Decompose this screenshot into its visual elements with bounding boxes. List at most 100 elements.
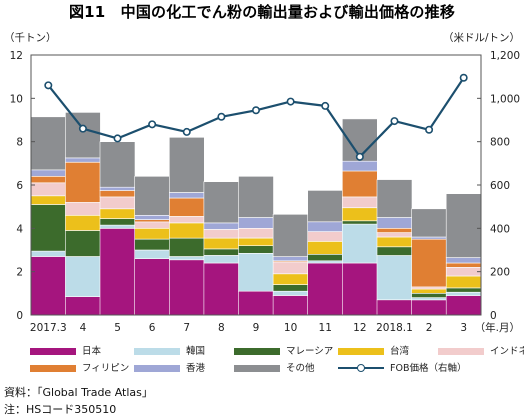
legend-label-3: マレーシア [286,346,334,357]
bar-segment-3-6 [203,248,240,256]
bar-segment-3-4 [134,238,170,251]
bar-segment-8-1 [30,116,67,171]
bar-segment-5-2 [65,202,101,216]
legend-label-9: FOB価格（右軸） [390,363,467,374]
x-tick-label-7: 9 [253,322,260,334]
legend-swatch-7 [134,365,180,372]
legend-swatch-8 [234,365,280,372]
bar-segment-6-5 [169,197,205,217]
hs-code-note: 注：HSコード350510 [4,403,117,416]
bar-segment-4-8 [272,273,309,285]
y2-tick-label-7: 1,200 [490,50,520,62]
bar-segment-8-12 [411,208,447,238]
bar-segment-7-9 [307,221,344,232]
legend-item-8: その他 [234,360,315,374]
bar-segment-8-2 [65,112,101,159]
y-tick-label-7: 12 [10,50,23,62]
bar-segment-3-1 [30,204,67,252]
bar-segment-7-11 [376,217,413,229]
right-axis-unit: （米ドル/トン） [442,32,520,44]
y-tick-label-2: 2 [16,267,23,279]
legend-swatch-5 [438,348,484,355]
bar-segment-5-11 [376,232,413,238]
source-note: 資料：「Global Trade Atlas」 [4,386,153,399]
bar-segment-1-1 [30,256,67,316]
bar-segment-6-13 [445,262,482,268]
bar-segment-5-5 [169,216,205,224]
bar-segment-6-2 [65,162,101,203]
x-tick-label-8: 10 [284,322,297,334]
legend-item-2: 韓国 [134,343,205,357]
bar-segment-7-4 [134,215,170,220]
bar-segment-6-11 [376,228,413,233]
fob-price-point-10 [355,152,364,161]
bar-segment-4-6 [203,237,240,250]
fob-price-point-8 [286,97,295,106]
bar-segment-7-13 [445,257,482,264]
x-tick-label-4: 6 [149,322,156,334]
chart-title: 図11 中国の化工でん粉の輸出量および輸出価格の推移 [68,3,456,21]
bar-segment-1-12 [411,299,447,316]
bar-segment-2-10 [341,223,378,264]
fob-price-point-4 [148,120,157,129]
fob-price-point-3 [113,134,122,143]
bar-segment-8-3 [99,141,136,188]
bar-segment-6-10 [341,170,378,198]
legend-label-5: インドネシア [490,346,524,357]
bar-segment-2-6 [203,255,240,264]
bar-segment-4-5 [169,222,205,239]
legend-swatch-3 [234,348,280,355]
legend-swatch-2 [134,348,180,355]
bar-segment-1-11 [376,299,413,316]
legend-label-6: フィリピン [82,363,130,374]
bar-segment-3-10 [341,220,378,225]
left-axis-unit: （千トン） [4,32,57,44]
bar-segment-7-7 [238,217,274,229]
bar-segment-3-5 [169,237,205,257]
bar-segment-2-12 [411,297,447,301]
fob-price-point-11 [390,117,399,126]
y-tick-label-6: 10 [10,93,23,105]
fob-price-point-2 [78,124,87,133]
y2-tick-label-3: 400 [490,223,510,235]
legend-item-3: マレーシア [234,343,333,357]
bar-segment-4-2 [65,215,101,231]
x-tick-label-3: 5 [114,322,121,334]
bar-segment-3-9 [307,254,344,262]
bar-segment-7-10 [341,160,378,172]
bar-segment-4-3 [99,208,136,219]
bar-segment-2-11 [376,255,413,301]
y-tick-label-4: 6 [16,180,23,192]
bar-segment-6-1 [30,176,67,184]
bar-segment-7-3 [99,186,136,191]
fob-price-point-1 [44,81,53,90]
fob-price-point-6 [217,112,226,121]
legend-label-8: その他 [286,363,315,374]
bar-segment-2-13 [445,291,482,296]
bar-segment-4-7 [238,237,274,247]
bar-segment-2-7 [238,253,274,292]
x-tick-label-2: 4 [80,322,87,334]
bar-segment-5-13 [445,266,482,277]
bar-segment-3-13 [445,287,482,293]
legend-item-4: 台湾 [338,343,409,357]
bar-segment-8-9 [307,190,344,223]
fob-price-point-13 [459,73,468,82]
bar-segment-1-9 [307,262,344,316]
bar-segment-4-11 [376,236,413,248]
bar-segment-3-7 [238,245,274,254]
y2-tick-label-2: 200 [490,267,510,279]
bar-segment-8-11 [376,179,413,218]
y2-tick-label-1: 0 [490,310,497,322]
legend-item-9: FOB価格（右軸） [338,360,466,374]
bar-segment-1-2 [65,296,101,316]
bar-segment-7-5 [169,192,205,199]
bar-segment-1-6 [203,262,240,316]
legend-label-2: 韓国 [186,346,206,357]
y2-tick-label-5: 800 [490,137,510,149]
bar-segment-4-1 [30,195,67,205]
bar-segment-2-2 [65,256,101,297]
bar-segment-8-4 [134,176,170,216]
bar-segment-7-12 [411,236,447,240]
